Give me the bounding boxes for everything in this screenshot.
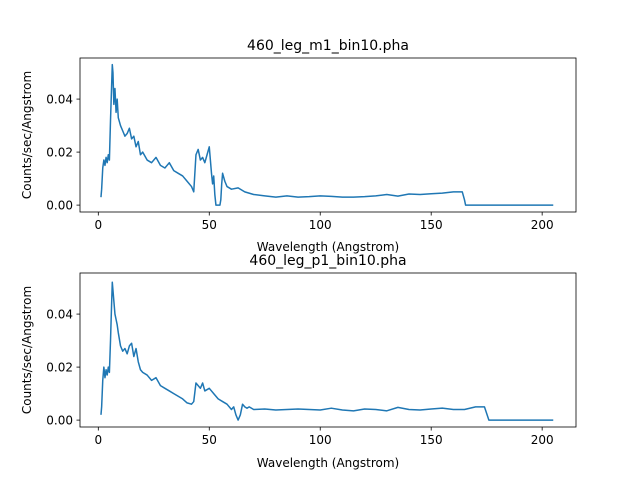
x-ticks-p1: 0 50 100 150 200 — [94, 427, 554, 447]
x-tick-label-p1: 0 — [94, 433, 102, 447]
x-tick-label-m1: 100 — [309, 218, 332, 232]
x-tick-label-m1: 150 — [420, 218, 443, 232]
y-tick-label-m1: 0.02 — [46, 145, 73, 159]
x-tick-label-p1: 200 — [531, 433, 554, 447]
x-ticks-m1: 0 50 100 150 200 — [94, 212, 554, 232]
series-line-p1 — [100, 281, 554, 421]
x-axis-label-p1: Wavelength (Angstrom) — [257, 456, 399, 470]
y-ticks-p1: 0.00 0.02 0.04 — [46, 307, 80, 427]
chart-title-m1: 460_leg_m1_bin10.pha — [247, 38, 409, 54]
x-tick-label-p1: 50 — [202, 433, 217, 447]
x-axis-label-m1: Wavelength (Angstrom) — [257, 240, 399, 254]
y-tick-label-p1: 0.04 — [46, 307, 73, 321]
axes-frame-p1 — [79, 272, 577, 428]
y-ticks-m1: 0.00 0.02 0.04 — [46, 92, 80, 212]
y-axis-label-m1: Counts/sec/Angstrom — [20, 71, 34, 199]
axes-p1: 460_leg_p1_bin10.pha 0 50 100 150 200 0.000.… — [20, 253, 577, 470]
axes-m1: 460_leg_m1_bin10.pha 0 50 100 150 200 0.000.… — [20, 38, 577, 254]
y-tick-label-p1: 0.00 — [46, 413, 73, 427]
chart-title-p1: 460_leg_p1_bin10.pha — [249, 253, 406, 269]
x-tick-label-m1: 200 — [531, 218, 554, 232]
y-tick-label-m1: 0.04 — [46, 92, 73, 106]
series-line-m1 — [100, 63, 554, 206]
y-tick-label-p1: 0.02 — [46, 360, 73, 374]
y-tick-label-m1: 0.00 — [46, 198, 73, 212]
x-tick-label-p1: 100 — [309, 433, 332, 447]
x-tick-label-m1: 0 — [94, 218, 102, 232]
series-group-m1 — [100, 63, 554, 206]
x-tick-label-m1: 50 — [202, 218, 217, 232]
x-tick-label-p1: 150 — [420, 433, 443, 447]
y-axis-label-p1: Counts/sec/Angstrom — [20, 286, 34, 414]
axes-frame-m1 — [79, 57, 577, 213]
series-group-p1 — [100, 281, 554, 421]
